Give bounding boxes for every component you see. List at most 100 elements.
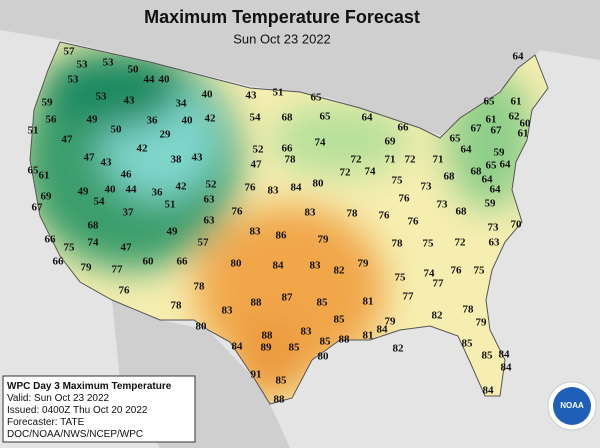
temperature-label: 76 [379,210,391,222]
temperature-label: 85 [482,350,494,362]
temperature-label: 79 [385,316,397,328]
temperature-label: 88 [262,330,274,342]
temperature-label: 82 [432,310,444,322]
temperature-label: 72 [405,154,417,166]
temperature-label: 85 [276,375,288,387]
temperature-label: 79 [358,258,370,270]
temperature-label: 73 [437,199,449,211]
temperature-label: 75 [392,175,404,187]
temperature-label: 78 [194,281,206,293]
temperature-label: 52 [206,179,218,191]
temperature-label: 84 [232,341,244,353]
temperature-label: 46 [121,169,133,181]
temperature-label: 81 [363,330,374,342]
temperature-label: 86 [276,230,288,242]
temperature-label: 56 [46,114,58,126]
logo-text: NOAA [560,401,584,410]
temperature-label: 53 [96,91,108,103]
temperature-label: 84 [501,362,513,374]
temperature-label: 78 [171,300,183,312]
temperature-label: 65 [311,92,323,104]
temperature-label: 71 [385,154,396,166]
temperature-label: 67 [491,125,503,137]
temperature-label: 83 [250,226,262,238]
temperature-label: 63 [204,215,216,227]
info-line: Valid: Sun Oct 23 2022 [7,393,110,404]
temperature-label: 78 [463,304,475,316]
temperature-label: 47 [121,242,133,254]
temperature-label: 42 [137,143,149,155]
temperature-label: 40 [202,89,214,101]
temperature-label: 85 [462,338,474,350]
temperature-label: 82 [393,343,405,355]
temperature-label: 88 [274,394,286,406]
temperature-label: 51 [273,87,284,99]
temperature-label: 62 [509,111,521,123]
temperature-label: 76 [232,206,244,218]
temperature-label: 75 [474,265,486,277]
temperature-label: 68 [88,220,100,232]
temperature-label: 84 [499,349,511,361]
temperature-label: 47 [251,159,263,171]
temperature-label: 34 [176,98,188,110]
temperature-label: 80 [231,258,243,270]
temperature-label: 54 [250,112,262,124]
temperature-label: 65 [484,96,496,108]
temperature-label: 64 [482,174,494,186]
temperature-label: 59 [494,147,506,159]
temperature-label: 49 [87,114,99,126]
temperature-label: 53 [77,59,89,71]
temperature-label: 66 [398,122,410,134]
temperature-label: 75 [64,242,76,254]
temperature-label: 82 [334,265,346,277]
temperature-label: 53 [103,57,115,69]
temperature-label: 52 [253,144,265,156]
temperature-label: 38 [171,154,183,166]
temperature-label: 68 [282,112,294,124]
temperature-label: 68 [456,206,468,218]
temperature-label: 85 [289,342,301,354]
info-line: Forecaster: TATE [7,417,85,428]
temperature-label: 84 [291,182,303,194]
temperature-label: 72 [455,237,467,249]
canada [0,0,600,135]
temperature-label: 83 [305,207,317,219]
temperature-label: 42 [205,113,217,125]
temperature-label: 65 [486,160,498,172]
temperature-label: 73 [421,181,433,193]
temperature-label: 84 [483,385,495,397]
temperature-label: 79 [476,317,488,329]
temperature-label: 51 [28,125,39,137]
temperature-label: 66 [282,143,294,155]
temperature-label: 65 [450,133,462,145]
temperature-label: 80 [313,178,325,190]
temperature-label: 59 [42,97,54,109]
temperature-label: 76 [245,182,257,194]
temperature-label: 40 [159,74,171,86]
temperature-label: 60 [520,118,532,130]
temperature-label: 57 [64,46,76,58]
temperature-label: 84 [273,260,285,272]
temperature-label: 49 [78,186,90,198]
temperature-label: 37 [123,207,135,219]
info-line: DOC/NOAA/NWS/NCEP/WPC [7,429,143,440]
temperature-label: 72 [351,154,363,166]
info-line: Issued: 0400Z Thu Oct 20 2022 [7,405,148,416]
temperature-label: 61 [486,114,497,126]
temperature-label: 53 [68,74,80,86]
temperature-label: 75 [423,238,435,250]
temperature-label: 49 [167,226,179,238]
temperature-label: 83 [268,185,280,197]
temperature-label: 57 [198,237,210,249]
temperature-label: 40 [182,115,194,127]
temperature-label: 50 [111,124,123,136]
temperature-label: 66 [45,234,57,246]
temperature-label: 65 [28,165,40,177]
info-line: WPC Day 3 Maximum Temperature [7,381,172,392]
temperature-label: 89 [261,342,273,354]
temperature-label: 63 [204,194,216,206]
temperature-label: 80 [196,321,208,333]
temperature-label: 40 [105,184,117,196]
temperature-label: 54 [94,196,106,208]
